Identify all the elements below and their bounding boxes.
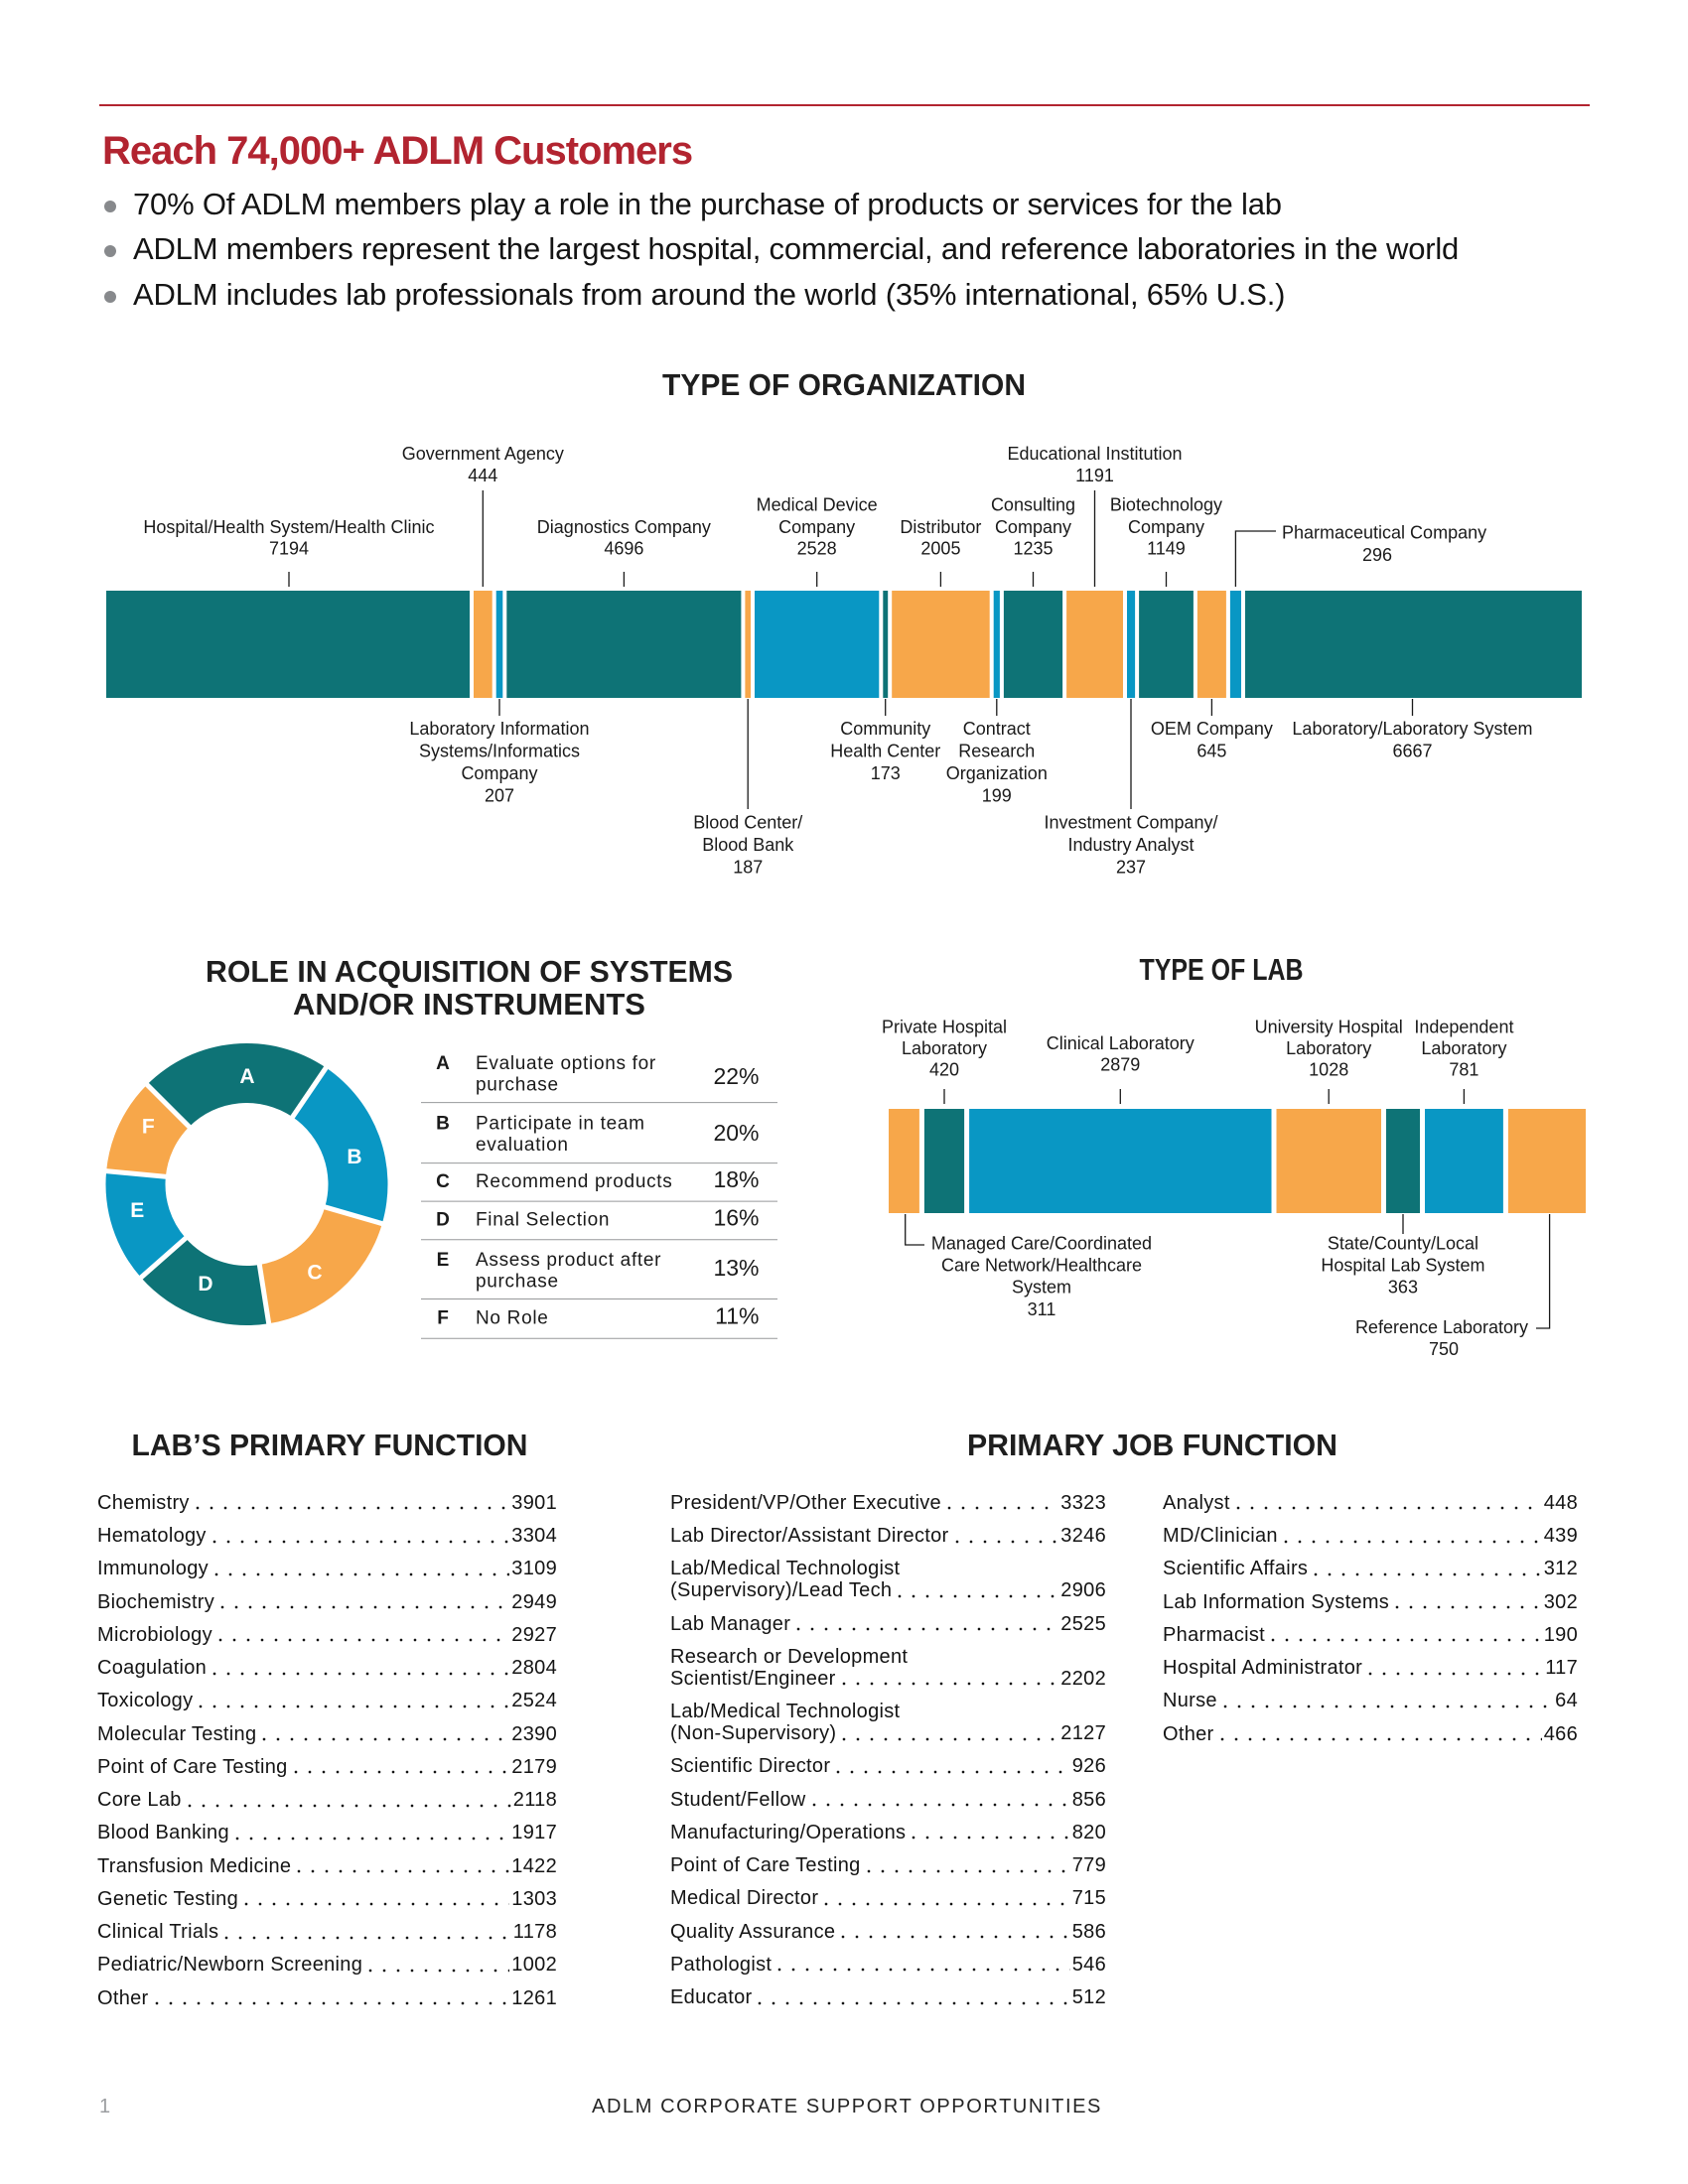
svg-text:16%: 16% (713, 1205, 759, 1231)
svg-text:Evaluate options for: Evaluate options for (476, 1053, 656, 1074)
svg-text:Clinical Laboratory: Clinical Laboratory (1047, 1033, 1195, 1053)
svg-text:TYPE OF ORGANIZATION: TYPE OF ORGANIZATION (662, 367, 1026, 402)
svg-text:D: D (436, 1210, 450, 1231)
svg-text:11%: 11% (715, 1303, 759, 1329)
svg-text:D: D (198, 1273, 212, 1296)
svg-text:Government Agency: Government Agency (402, 444, 564, 464)
svg-text:Laboratory: Laboratory (1421, 1038, 1506, 1058)
svg-text:750: 750 (1429, 1339, 1459, 1359)
svg-text:Organization: Organization (946, 763, 1048, 783)
svg-text:Industry Analyst: Industry Analyst (1067, 835, 1194, 855)
svg-text:7194: 7194 (269, 539, 309, 559)
svg-text:Distributor: Distributor (900, 517, 981, 537)
svg-text:E: E (130, 1199, 144, 1222)
svg-text:Reference Laboratory: Reference Laboratory (1355, 1317, 1528, 1337)
svg-text:System: System (1012, 1278, 1071, 1297)
svg-text:18%: 18% (713, 1166, 759, 1192)
svg-text:781: 781 (1449, 1060, 1478, 1080)
svg-text:No Role: No Role (476, 1308, 549, 1329)
svg-text:Blood Center/: Blood Center/ (693, 813, 802, 833)
svg-text:199: 199 (982, 786, 1012, 806)
svg-text:B: B (347, 1146, 361, 1168)
svg-text:2005: 2005 (920, 539, 960, 559)
svg-text:Hospital Lab System: Hospital Lab System (1321, 1255, 1484, 1275)
svg-text:Company: Company (995, 517, 1071, 537)
svg-text:evaluation: evaluation (476, 1135, 569, 1156)
svg-text:Recommend products: Recommend products (476, 1171, 672, 1192)
svg-text:363: 363 (1388, 1278, 1418, 1297)
svg-text:F: F (142, 1116, 155, 1139)
svg-text:4696: 4696 (604, 539, 643, 559)
svg-text:F: F (437, 1308, 449, 1329)
svg-text:Investment Company/: Investment Company/ (1044, 813, 1217, 833)
svg-text:Managed Care/Coordinated: Managed Care/Coordinated (931, 1233, 1152, 1253)
svg-text:Company: Company (778, 517, 855, 537)
svg-text:Medical Device: Medical Device (757, 495, 878, 515)
svg-text:296: 296 (1362, 545, 1392, 565)
svg-text:Biotechnology: Biotechnology (1110, 495, 1222, 515)
svg-text:444: 444 (468, 466, 497, 485)
svg-text:Participate in team: Participate in team (476, 1113, 645, 1134)
svg-text:AND/OR INSTRUMENTS: AND/OR INSTRUMENTS (293, 987, 645, 1022)
svg-text:Pharmaceutical Company: Pharmaceutical Company (1282, 523, 1486, 543)
svg-text:420: 420 (929, 1060, 959, 1080)
svg-text:Community: Community (840, 719, 930, 739)
svg-text:A: A (239, 1065, 254, 1088)
svg-text:1149: 1149 (1147, 539, 1186, 559)
svg-text:ROLE IN ACQUISITION OF SYSTEMS: ROLE IN ACQUISITION OF SYSTEMS (206, 954, 733, 989)
svg-text:1235: 1235 (1013, 539, 1053, 559)
svg-text:Company: Company (1128, 517, 1204, 537)
svg-text:Laboratory/Laboratory System: Laboratory/Laboratory System (1292, 719, 1532, 739)
svg-text:C: C (307, 1262, 322, 1285)
svg-text:187: 187 (733, 858, 763, 878)
svg-text:TYPE OF LAB: TYPE OF LAB (1140, 952, 1304, 987)
svg-text:OEM Company: OEM Company (1151, 719, 1273, 739)
svg-text:C: C (436, 1171, 450, 1192)
svg-text:237: 237 (1116, 858, 1146, 878)
svg-text:1028: 1028 (1309, 1060, 1348, 1080)
svg-text:207: 207 (485, 786, 514, 806)
svg-text:B: B (436, 1113, 450, 1134)
svg-text:Company: Company (461, 763, 537, 783)
svg-text:645: 645 (1196, 742, 1226, 761)
svg-text:Educational Institution: Educational Institution (1007, 444, 1182, 464)
svg-text:University Hospital: University Hospital (1255, 1018, 1403, 1037)
svg-text:Consulting: Consulting (991, 495, 1075, 515)
svg-text:Diagnostics Company: Diagnostics Company (537, 517, 711, 537)
svg-text:Hospital/Health System/Health: Hospital/Health System/Health Clinic (143, 517, 434, 537)
svg-text:1191: 1191 (1075, 466, 1114, 485)
svg-text:2879: 2879 (1100, 1055, 1140, 1075)
svg-text:311: 311 (1028, 1299, 1056, 1319)
svg-text:Private Hospital: Private Hospital (882, 1018, 1007, 1037)
svg-text:E: E (437, 1250, 450, 1271)
svg-text:Laboratory Information: Laboratory Information (409, 719, 589, 739)
svg-text:Laboratory: Laboratory (902, 1038, 987, 1058)
svg-text:PRIMARY JOB FUNCTION: PRIMARY JOB FUNCTION (967, 1428, 1337, 1462)
svg-text:Health Center: Health Center (830, 742, 940, 761)
svg-text:Systems/Informatics: Systems/Informatics (419, 742, 580, 761)
svg-text:Blood Bank: Blood Bank (702, 835, 794, 855)
svg-text:13%: 13% (713, 1255, 759, 1281)
svg-text:purchase: purchase (476, 1272, 559, 1293)
svg-text:Assess product after: Assess product after (476, 1250, 661, 1271)
svg-text:LAB’S PRIMARY FUNCTION: LAB’S PRIMARY FUNCTION (132, 1428, 528, 1462)
svg-text:Independent: Independent (1414, 1018, 1513, 1037)
svg-text:Contract: Contract (963, 719, 1031, 739)
svg-text:purchase: purchase (476, 1074, 559, 1095)
svg-text:A: A (436, 1053, 450, 1074)
svg-text:Research: Research (958, 742, 1035, 761)
svg-text:2528: 2528 (797, 539, 837, 559)
svg-text:Care Network/Healthcare: Care Network/Healthcare (941, 1255, 1142, 1275)
svg-text:20%: 20% (713, 1120, 759, 1146)
svg-text:Final Selection: Final Selection (476, 1210, 610, 1231)
svg-text:State/County/Local: State/County/Local (1328, 1233, 1478, 1253)
svg-text:173: 173 (871, 763, 901, 783)
svg-text:22%: 22% (713, 1063, 759, 1089)
svg-text:Laboratory: Laboratory (1286, 1038, 1371, 1058)
svg-text:6667: 6667 (1392, 742, 1432, 761)
